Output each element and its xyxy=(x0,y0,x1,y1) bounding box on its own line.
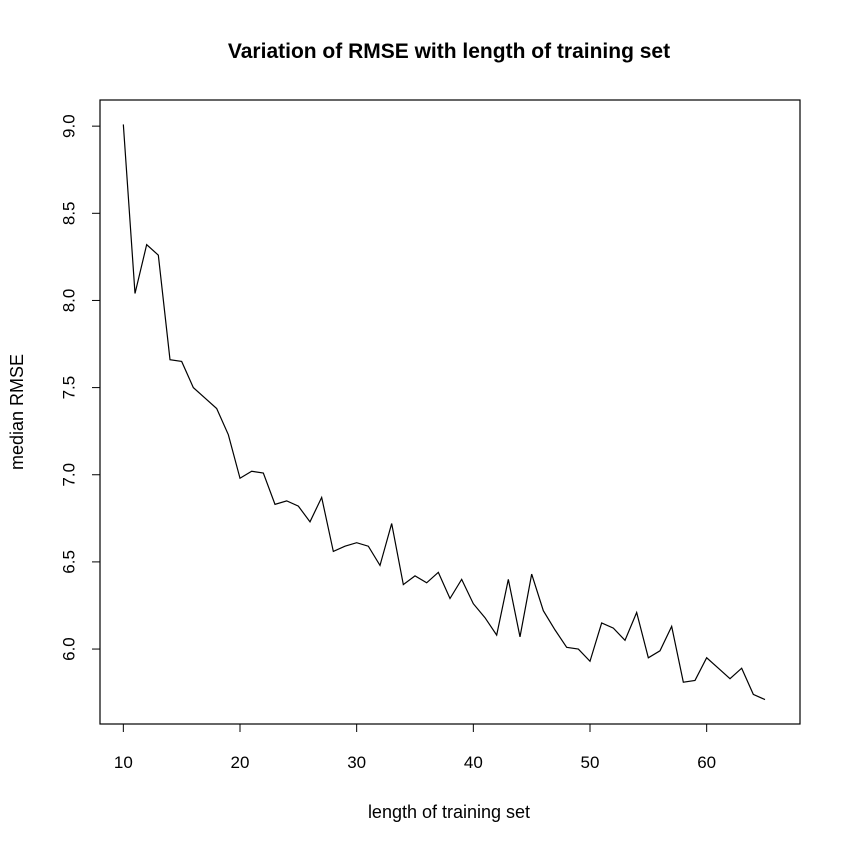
y-axis: 6.0 6.5 7.0 7.5 8.0 8.5 9.0 xyxy=(59,114,100,661)
y-tick-label: 6.0 xyxy=(59,637,78,661)
y-tick-label: 8.0 xyxy=(59,289,78,313)
series-layer xyxy=(122,124,766,701)
y-tick-label: 7.5 xyxy=(59,376,78,400)
x-axis-label: length of training set xyxy=(368,802,530,822)
y-tick-label: 7.0 xyxy=(59,463,78,487)
series-line-0 xyxy=(122,124,766,701)
x-tick-label: 20 xyxy=(231,753,250,772)
chart-title: Variation of RMSE with length of trainin… xyxy=(228,40,670,63)
x-tick-label: 60 xyxy=(697,753,716,772)
y-tick-label: 6.5 xyxy=(59,550,78,574)
x-tick-label: 50 xyxy=(581,753,600,772)
x-tick-label: 40 xyxy=(464,753,483,772)
plot-frame xyxy=(99,99,801,725)
y-tick-label: 9.0 xyxy=(59,114,78,138)
x-axis: 10 20 30 40 50 60 xyxy=(114,724,716,772)
y-axis-label: median RMSE xyxy=(7,354,27,470)
x-tick-label: 10 xyxy=(114,753,133,772)
x-tick-label: 30 xyxy=(347,753,366,772)
y-tick-label: 8.5 xyxy=(59,201,78,225)
